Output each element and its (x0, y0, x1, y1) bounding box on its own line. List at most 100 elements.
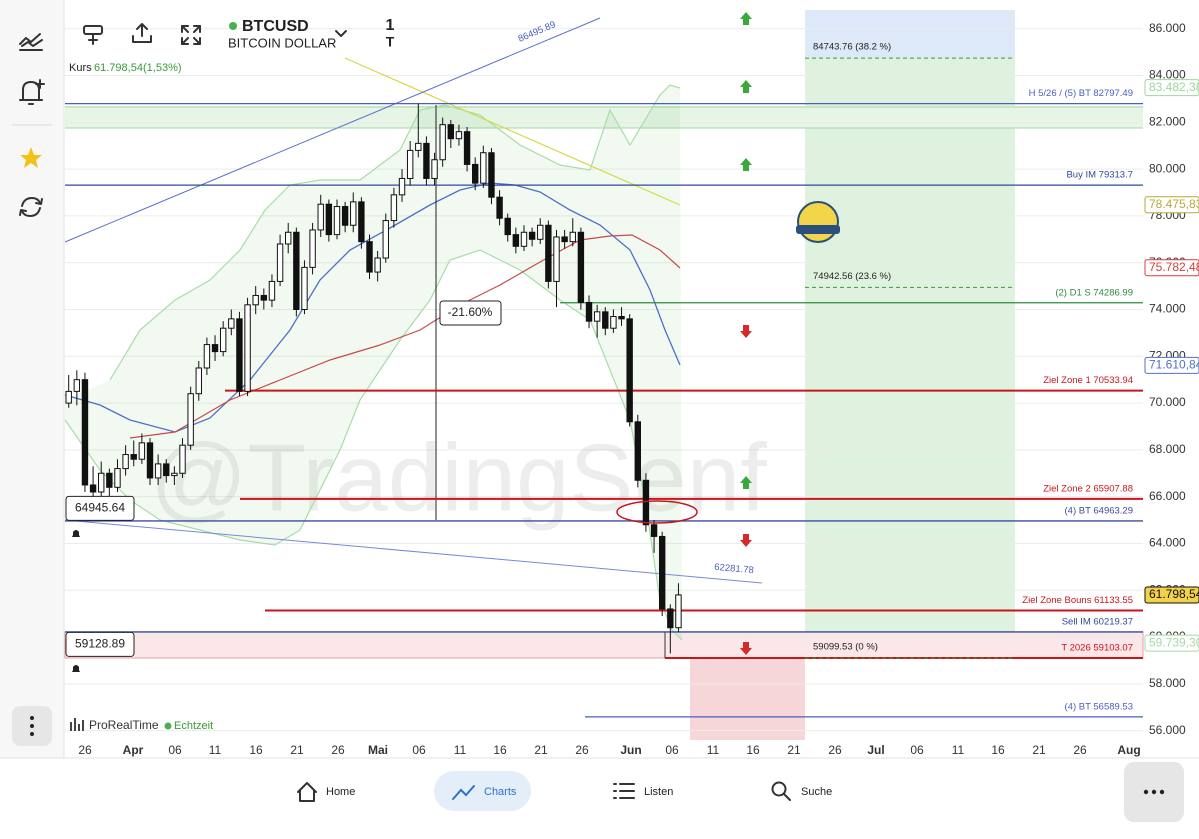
candle-body (496, 196, 503, 219)
candle-body (122, 454, 129, 470)
price-box-label: 64945.64 (75, 501, 125, 515)
price-box-label: 59128.89 (75, 637, 125, 651)
bottom-nav (0, 758, 1199, 834)
interval-unit[interactable]: T (386, 34, 395, 50)
arrow-up (740, 158, 752, 171)
x-tick-label: Jun (620, 743, 641, 757)
share-icon[interactable] (132, 23, 152, 43)
nav-label[interactable]: Suche (801, 786, 832, 798)
y-tick-label: 64.000 (1149, 536, 1186, 550)
nav-label[interactable]: Charts (484, 786, 517, 798)
target-zone (64, 631, 1144, 659)
candle-body (333, 206, 341, 236)
x-tick-label: 16 (249, 743, 263, 757)
favorites-icon[interactable] (20, 147, 42, 168)
alert-icon[interactable] (19, 79, 45, 105)
logo (796, 201, 840, 243)
plot-background (64, 10, 1144, 740)
candle-body (98, 472, 105, 493)
level-label: Ziel Zone 1 70533.94 (1043, 375, 1133, 386)
filter-icon[interactable] (83, 25, 103, 45)
x-tick-label: 11 (707, 743, 720, 757)
candle-body (431, 159, 438, 179)
level-label: T 2026 59103.07 (1061, 643, 1133, 654)
symbol-dropdown[interactable] (335, 30, 347, 37)
candle-body (268, 280, 276, 301)
price-badge-label: 71.610,84 (1149, 358, 1199, 372)
fib-label: 84743.76 (38.2 %) (813, 42, 891, 53)
fib-label: 74942.56 (23.6 %) (813, 271, 891, 282)
y-tick-label: 74.000 (1149, 302, 1186, 316)
candle-body (642, 479, 650, 526)
sync-icon[interactable] (19, 197, 43, 217)
trendline-label: 86495.89 (517, 19, 558, 45)
provider: ProRealTime (89, 718, 159, 732)
annotations: 64945.64 59128.89 -21.60% 86495.89 62281.78 (65, 12, 840, 672)
candle-body (618, 316, 625, 320)
candle-body (545, 224, 552, 282)
x-tick-label: 11 (952, 743, 965, 757)
nav-home[interactable]: Home (297, 782, 355, 802)
x-tick-label: 16 (991, 743, 1005, 757)
candle-body (398, 177, 406, 196)
price-badge (1144, 79, 1199, 97)
price-badge (1144, 196, 1199, 214)
fib-zone-green (805, 58, 1015, 658)
quote-price: 61.798,54 (94, 62, 143, 74)
alert-bell-icon[interactable] (72, 665, 80, 672)
x-tick-label: 16 (493, 743, 507, 757)
candle-body (634, 421, 641, 481)
highlight-ellipse (616, 500, 698, 524)
price-badge-label: 78.475,83 (1149, 197, 1199, 211)
trendline-lower (64, 519, 763, 584)
candle-body (179, 444, 186, 474)
candle-body (537, 224, 544, 240)
candle-body (602, 311, 609, 329)
level-label: (4) BT 56589.53 (1065, 701, 1133, 712)
candle-body (504, 217, 511, 236)
x-tick-label: Aug (1117, 743, 1140, 757)
price-axis: 86.00084.00082.00080.00078.00076.00074.0… (1144, 0, 1199, 758)
nav-label[interactable]: Home (326, 786, 355, 798)
nav-lists[interactable]: Listen (613, 783, 673, 799)
nav-charts[interactable]: Charts (452, 785, 517, 800)
x-tick-label: 16 (746, 743, 760, 757)
nav-label[interactable]: Listen (644, 786, 673, 798)
x-tick-label: 21 (534, 743, 548, 757)
candle-body (171, 472, 178, 477)
arrow-up (740, 12, 752, 25)
fullscreen-icon[interactable] (181, 25, 201, 45)
candle-body (472, 163, 479, 184)
price-badge-label: 61.798,54 (1149, 587, 1199, 601)
interval[interactable]: 1 (386, 17, 395, 34)
arrow-down (740, 325, 752, 338)
x-tick-label: 26 (1073, 743, 1087, 757)
candle-body (610, 316, 617, 329)
trendline-upper (64, 17, 601, 243)
status-dot (229, 22, 237, 30)
candle-body (366, 241, 373, 273)
candle-body (577, 231, 585, 303)
x-tick-label: 11 (454, 743, 467, 757)
x-tick-label: 06 (665, 743, 679, 757)
indicator-icon[interactable] (19, 33, 43, 51)
x-tick-label: Apr (123, 743, 144, 757)
symbol[interactable]: BTCUSD (242, 18, 309, 35)
candle-body (195, 367, 202, 395)
price-badge (1144, 259, 1199, 277)
candle-body (106, 472, 113, 488)
candle-body (658, 535, 666, 610)
price-badge (1144, 356, 1199, 374)
candle-body (350, 201, 357, 226)
y-tick-label: 84.000 (1149, 68, 1186, 82)
candle-body (219, 327, 227, 353)
price-badge-label: 75.782,48 (1149, 260, 1199, 274)
level-label: Buy IM 79313.7 (1066, 170, 1133, 181)
level-label: (2) D1 S 74286.99 (1055, 287, 1133, 298)
fib-zone-blue (805, 10, 1015, 58)
candle-body (626, 318, 633, 423)
nav-search[interactable]: Suche (771, 781, 833, 801)
fib-label: 59099.53 (0 %) (813, 642, 878, 653)
x-tick-label: 21 (290, 743, 304, 757)
